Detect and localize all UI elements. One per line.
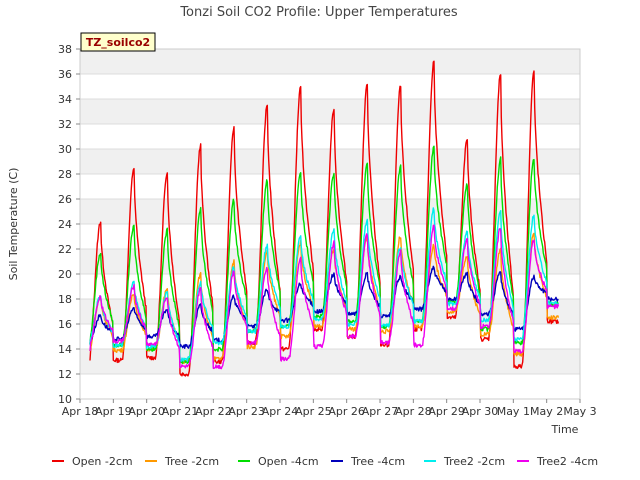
- y-tick-label: 36: [58, 68, 72, 81]
- x-tick-label: Apr 30: [462, 405, 499, 418]
- grid-band: [80, 349, 580, 374]
- y-tick-label: 14: [58, 343, 72, 356]
- legend-label: Open -2cm: [72, 455, 133, 468]
- y-tick-label: 38: [58, 43, 72, 56]
- x-tick-label: May 1: [497, 405, 530, 418]
- x-tick-label: May 3: [563, 405, 596, 418]
- legend-label: Tree2 -2cm: [443, 455, 505, 468]
- grid-band: [80, 324, 580, 349]
- y-tick-label: 16: [58, 318, 72, 331]
- x-tick-label: May 2: [530, 405, 563, 418]
- x-tick-label: Apr 21: [162, 405, 199, 418]
- grid-band: [80, 74, 580, 99]
- y-tick-label: 32: [58, 118, 72, 131]
- legend: Open -2cm Tree -2cm Open -4cm Tree -4cm Tree…: [52, 455, 598, 468]
- y-tick-label: 24: [58, 218, 72, 231]
- site-tag: TZ_soilco2: [80, 32, 156, 52]
- site-tag-label: TZ_soilco2: [86, 36, 150, 49]
- grid-band: [80, 374, 580, 399]
- series-layer: [89, 60, 559, 377]
- y-tick-label: 12: [58, 368, 72, 381]
- grid-band: [80, 274, 580, 299]
- grid-band: [80, 99, 580, 124]
- y-tick-label: 10: [58, 393, 72, 406]
- x-tick-label: Apr 18: [62, 405, 99, 418]
- grid-band: [80, 49, 580, 74]
- legend-label: Tree2 -4cm: [536, 455, 598, 468]
- y-tick-label: 22: [58, 243, 72, 256]
- grid-band: [80, 124, 580, 149]
- y-tick-label: 34: [58, 93, 72, 106]
- x-tick-label: Apr 27: [362, 405, 399, 418]
- legend-label: Open -4cm: [258, 455, 319, 468]
- x-tick-label: Apr 19: [95, 405, 132, 418]
- x-tick-label: Apr 26: [328, 405, 365, 418]
- x-tick-label: Apr 25: [295, 405, 332, 418]
- x-tick-label: Apr 22: [195, 405, 232, 418]
- x-tick-label: Apr 29: [428, 405, 465, 418]
- chart-title: Tonzi Soil CO2 Profile: Upper Temperatur…: [179, 5, 458, 20]
- x-tick-label: Apr 24: [262, 405, 299, 418]
- y-tick-label: 18: [58, 293, 72, 306]
- legend-label: Tree -2cm: [164, 455, 219, 468]
- y-axis: 10 12 14 16 18 20 22 24 26 28 30 32 34 36 38: [58, 43, 80, 406]
- x-tick-label: Apr 20: [128, 405, 165, 418]
- y-axis-label: Soil Temperature (C): [7, 168, 20, 281]
- y-tick-label: 30: [58, 143, 72, 156]
- legend-label: Tree -4cm: [350, 455, 405, 468]
- x-tick-label: Apr 23: [228, 405, 265, 418]
- series-line: [89, 224, 559, 370]
- y-tick-label: 26: [58, 193, 72, 206]
- grid-band: [80, 299, 580, 324]
- x-axis-label: Time: [551, 423, 579, 436]
- y-tick-label: 20: [58, 268, 72, 281]
- y-tick-label: 28: [58, 168, 72, 181]
- x-tick-label: Apr 28: [395, 405, 432, 418]
- site-tag-box: [80, 32, 156, 52]
